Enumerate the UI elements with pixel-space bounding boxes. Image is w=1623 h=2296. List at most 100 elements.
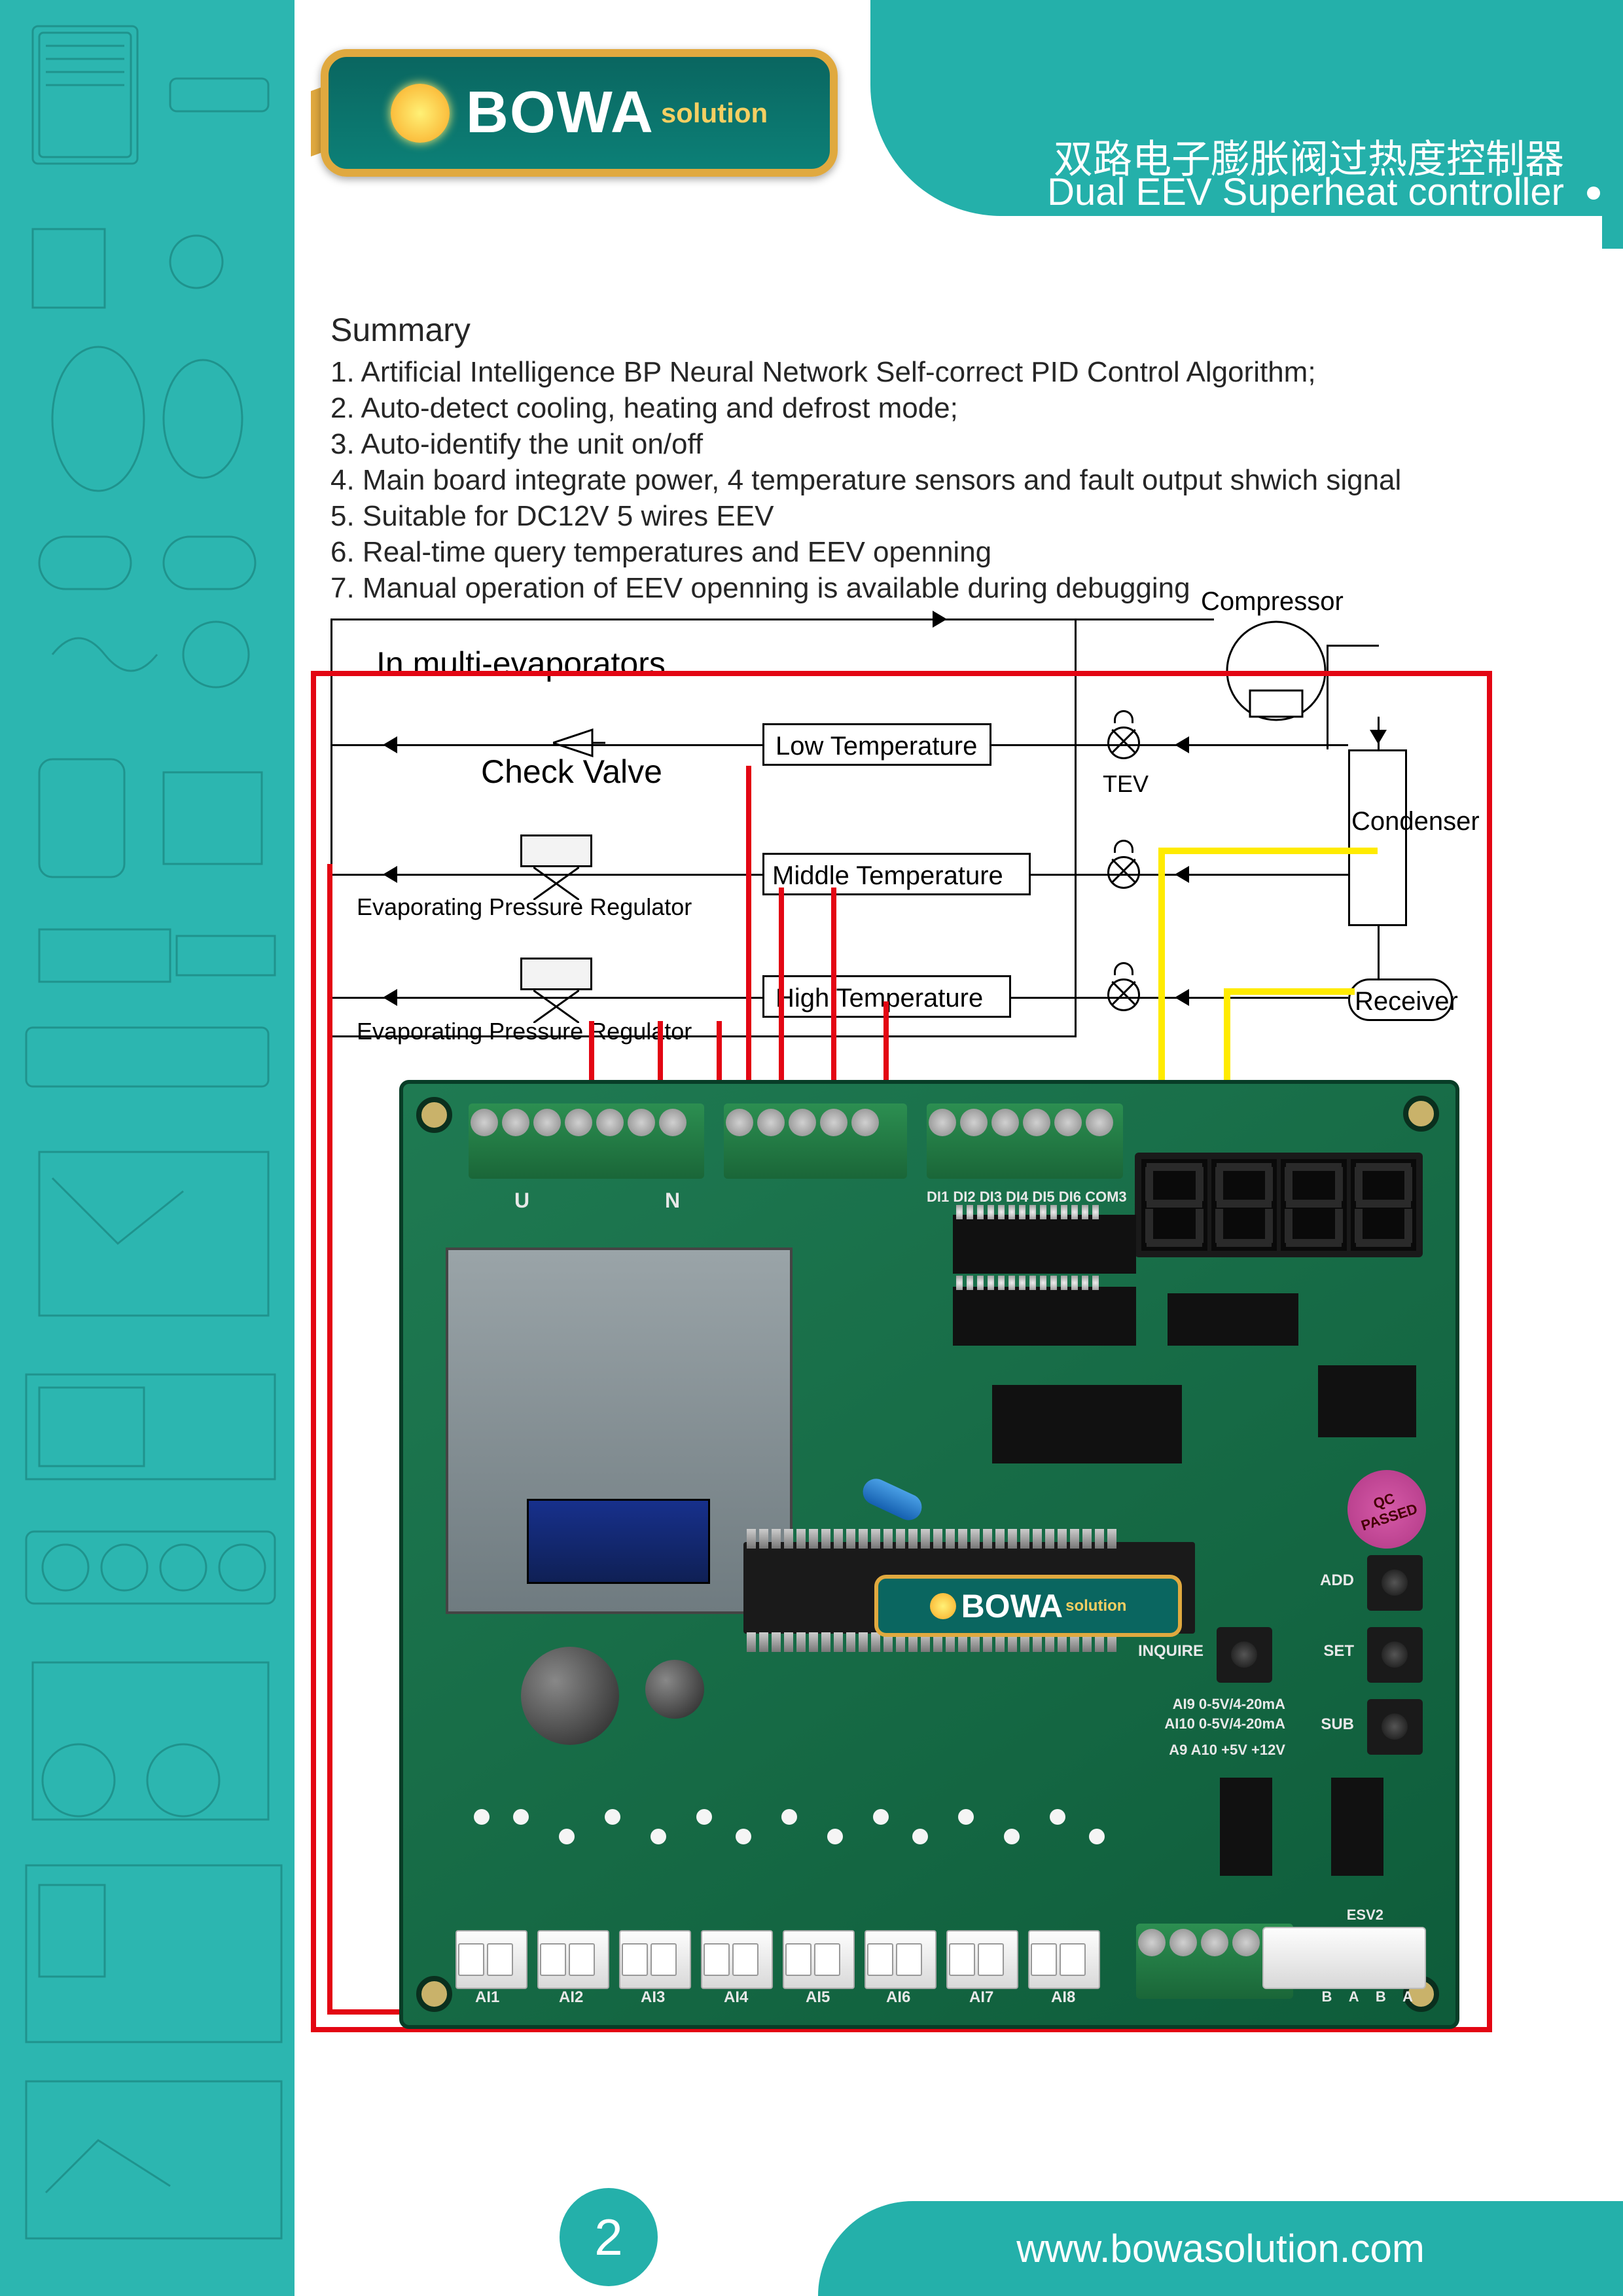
epr-1 [520,834,592,867]
ai1-label: AI1 [475,1988,499,2007]
silk-ai9: AI9 0-5V/4-20mA [1173,1696,1285,1713]
tev-3-icon [1107,978,1140,1011]
ai3-label: AI3 [641,1988,665,2007]
l [1031,874,1348,876]
header-block: 双路电子膨胀阀过热度控制器 Dual EEV Superheat control… [870,0,1623,216]
ai8-label: AI8 [1051,1988,1075,2007]
logo-sun-icon [391,84,450,143]
ic [1168,1293,1298,1346]
footer-band: www.bowasolution.com [818,2201,1623,2296]
epr-2 [520,958,592,990]
wire-red [311,671,1492,676]
terminal-top-2 [724,1103,907,1179]
footer-url: www.bowasolution.com [1016,2226,1425,2271]
summary-item-3: 3. Auto-identify the unit on/off [330,426,1574,462]
dip-pins-top [747,1529,1116,1549]
check-valve-icon [553,726,605,759]
diag-title: In multi-evaporators [376,645,666,683]
pcb-hole [416,1976,452,2012]
seven-segment-display [1135,1153,1423,1257]
button-sub[interactable] [1367,1699,1423,1755]
pcb-hole [1403,1096,1439,1132]
diagram: Compressor Condenser Receiver In multi-e… [330,599,1469,1037]
led-array [462,1778,1143,1895]
ai6-label: AI6 [886,1988,910,2007]
diag-epr-1: Evaporating Pressure Regulator [357,893,692,921]
transformer [446,1247,793,1614]
l [991,744,1348,746]
wire-yellow [1224,988,1355,995]
logo-brand: BOWA [466,79,654,147]
arrow-left-icon [1175,866,1189,883]
summary: Summary 1. Artificial Intelligence BP Ne… [330,311,1574,606]
ai7-label: AI7 [969,1988,993,2007]
header-title-en: Dual EEV Superheat controller [1047,170,1564,214]
button-inquire[interactable] [1217,1627,1272,1683]
condenser-box [1348,749,1407,926]
sidebar-outlines [0,0,294,2296]
summary-item-4: 4. Main board integrate power, 4 tempera… [330,462,1574,498]
diag-epr-2: Evaporating Pressure Regulator [357,1018,692,1045]
wire-red [311,671,316,2032]
capacitor [521,1647,619,1745]
arrow-down-icon [1370,730,1387,744]
ic [992,1385,1182,1463]
terminal-n-label: N [665,1189,680,1213]
button-inquire-label: INQUIRE [1138,1642,1204,1660]
arrow-left-icon [383,866,397,883]
arrow-left-icon [383,736,397,753]
diag-high-temp: High Temperature [776,984,983,1013]
summary-item-6: 6. Real-time query temperatures and EEV … [330,534,1574,570]
ai7-connector [946,1930,1018,1989]
ai1-connector [455,1930,527,1989]
button-add-label: ADD [1320,1571,1354,1590]
transformer-core [527,1499,710,1584]
tev-2-top [1114,840,1133,853]
tev-1-icon [1107,726,1140,759]
button-set-label: SET [1323,1642,1354,1660]
l [1378,926,1380,978]
button-add[interactable] [1367,1555,1423,1611]
pcb-logo: BOWA solution [874,1575,1182,1637]
l [1327,645,1329,749]
capacitor [645,1660,704,1719]
arrow-left-icon [383,989,397,1006]
ic [1318,1365,1416,1437]
button-sub-label: SUB [1321,1715,1354,1734]
ai3-connector [619,1930,691,1989]
button-set[interactable] [1367,1627,1423,1683]
ai4-connector [701,1930,773,1989]
silk-esv2: ESV2 [1347,1907,1383,1924]
pcb-hole [416,1097,452,1133]
tev-3-top [1114,962,1133,975]
di-row-label: DI1 DI2 DI3 DI4 DI5 DI6 COM3 [927,1189,1127,1206]
pcb-logo-sub: solution [1065,1597,1126,1615]
page: 双路电子膨胀阀过热度控制器 Dual EEV Superheat control… [0,0,1623,2296]
pcb-board: U N DI1 DI2 DI3 DI4 DI5 DI6 COM3 [399,1080,1459,2029]
ai5-label: AI5 [806,1988,830,2007]
logo-badge: BOWA solution [321,49,838,177]
page-number-circle: 2 [560,2188,658,2286]
arrow-left-icon [1175,989,1189,1006]
page-number: 2 [594,2208,622,2267]
diag-line [704,619,1214,620]
wire-red [1487,671,1492,2032]
diag-low-temp: Low Temperature [776,732,977,761]
terminal-top-3 [927,1103,1123,1179]
qc-sticker: QC PASSED [1337,1460,1436,1558]
l [1327,645,1379,647]
ai2-label: AI2 [559,1988,583,2007]
wire-red [327,864,332,2009]
ic [1331,1778,1383,1876]
terminal-u-label: U [514,1189,529,1213]
diag-tev-label: TEV [1103,770,1149,798]
pcb-logo-brand: BOWA [961,1587,1063,1625]
ai8-connector [1028,1930,1100,1989]
diag-compressor-label: Compressor [1201,587,1344,617]
diag-condenser-label: Condenser [1351,807,1480,836]
ai4-label: AI4 [724,1988,748,2007]
pins [956,1205,1099,1219]
ic [953,1215,1136,1274]
pcb-logo-sun-icon [930,1593,956,1619]
silk-baba2: B A B A [1322,1988,1419,2005]
